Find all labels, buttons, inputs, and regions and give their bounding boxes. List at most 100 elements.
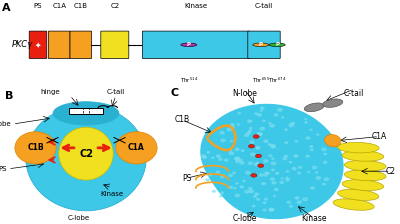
Circle shape [256, 146, 260, 149]
Text: P: P [259, 42, 263, 47]
Circle shape [257, 114, 261, 116]
Circle shape [244, 134, 249, 136]
Circle shape [271, 146, 276, 148]
Circle shape [248, 120, 252, 122]
Text: B: B [4, 91, 13, 101]
Circle shape [238, 112, 240, 114]
Circle shape [245, 190, 249, 193]
Polygon shape [201, 104, 343, 219]
Circle shape [116, 132, 157, 164]
FancyBboxPatch shape [70, 31, 92, 58]
Circle shape [262, 183, 263, 184]
Circle shape [270, 208, 274, 211]
Circle shape [239, 159, 242, 161]
Text: C2: C2 [79, 149, 93, 159]
Circle shape [254, 163, 258, 166]
Circle shape [212, 157, 214, 158]
Text: C1A: C1A [372, 132, 387, 141]
Circle shape [221, 192, 224, 194]
Circle shape [256, 154, 262, 158]
Circle shape [208, 173, 212, 176]
Circle shape [202, 155, 206, 157]
Text: C1A: C1A [128, 143, 145, 152]
Circle shape [242, 150, 244, 151]
Circle shape [262, 164, 264, 166]
Circle shape [298, 172, 300, 174]
Circle shape [311, 187, 314, 189]
Text: ✦: ✦ [35, 40, 41, 49]
Circle shape [257, 133, 262, 135]
Circle shape [269, 209, 273, 211]
Text: PKCγ: PKCγ [12, 40, 33, 49]
Text: Kinase: Kinase [100, 191, 123, 197]
Circle shape [269, 43, 285, 47]
Circle shape [229, 186, 233, 188]
Text: C1B: C1B [27, 143, 44, 152]
Circle shape [246, 171, 250, 174]
Text: C-tail: C-tail [344, 89, 364, 98]
Circle shape [248, 144, 254, 148]
FancyBboxPatch shape [101, 31, 129, 58]
Circle shape [303, 198, 308, 201]
Ellipse shape [323, 99, 343, 107]
Circle shape [235, 158, 238, 160]
Text: PS: PS [34, 3, 42, 9]
Text: C1B: C1B [174, 115, 190, 124]
Circle shape [256, 134, 259, 136]
Circle shape [234, 187, 236, 189]
Circle shape [220, 131, 224, 134]
Circle shape [256, 198, 259, 200]
Circle shape [324, 161, 327, 163]
Text: C-tail: C-tail [107, 89, 125, 95]
Text: P: P [275, 42, 279, 47]
Circle shape [305, 122, 307, 123]
Circle shape [249, 190, 254, 193]
Ellipse shape [324, 134, 341, 147]
Circle shape [251, 174, 257, 177]
FancyBboxPatch shape [48, 31, 70, 58]
Text: N-lobe: N-lobe [232, 89, 257, 98]
Circle shape [270, 178, 274, 180]
Ellipse shape [59, 127, 113, 180]
Circle shape [274, 114, 278, 116]
Circle shape [253, 135, 259, 138]
FancyBboxPatch shape [69, 108, 103, 114]
Text: A: A [2, 3, 11, 13]
Circle shape [181, 43, 197, 47]
FancyBboxPatch shape [248, 31, 280, 58]
Circle shape [289, 124, 294, 127]
Text: hinge: hinge [41, 89, 60, 95]
Circle shape [283, 157, 287, 160]
Circle shape [265, 172, 268, 174]
Text: Kinase: Kinase [184, 3, 208, 9]
Circle shape [306, 155, 309, 157]
Text: C-tail: C-tail [255, 3, 273, 9]
Text: C: C [170, 88, 178, 98]
Circle shape [240, 162, 244, 164]
Circle shape [237, 124, 239, 125]
Circle shape [316, 172, 318, 173]
Circle shape [257, 148, 259, 149]
Circle shape [219, 158, 222, 160]
Circle shape [212, 190, 215, 192]
Circle shape [306, 137, 310, 139]
Text: C1A: C1A [52, 3, 66, 9]
Circle shape [272, 169, 274, 171]
Circle shape [316, 177, 320, 179]
Circle shape [255, 113, 257, 114]
Circle shape [285, 142, 288, 143]
Circle shape [230, 140, 232, 142]
Circle shape [322, 148, 326, 151]
Text: N-lobe: N-lobe [0, 121, 12, 127]
Ellipse shape [333, 199, 374, 210]
Ellipse shape [338, 189, 379, 200]
Circle shape [308, 171, 310, 172]
Text: PS: PS [0, 166, 7, 172]
Circle shape [295, 141, 298, 142]
Circle shape [280, 181, 284, 183]
Circle shape [258, 164, 264, 168]
Circle shape [299, 166, 302, 168]
Circle shape [225, 159, 228, 161]
Ellipse shape [342, 180, 384, 191]
Text: Thr$^{655}$: Thr$^{655}$ [252, 76, 270, 85]
